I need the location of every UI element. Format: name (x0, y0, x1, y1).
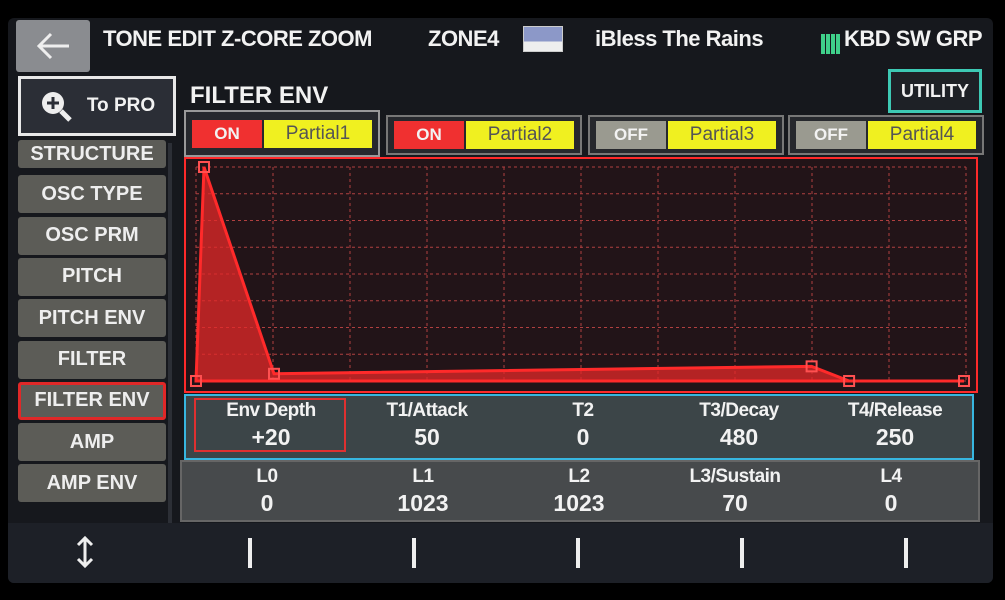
utility-button[interactable]: UTILITY (888, 69, 982, 113)
param-label: L4 (880, 466, 902, 487)
partial-switch[interactable]: ON (192, 119, 262, 148)
partial-switch[interactable]: ON (394, 121, 464, 149)
envelope-point-5[interactable] (958, 375, 970, 387)
param-l0[interactable]: L0 0 (192, 466, 342, 517)
screen-title: TONE EDIT Z-CORE ZOOM (103, 26, 372, 51)
param-value: +20 (251, 424, 291, 450)
envelope-point-2[interactable] (268, 367, 280, 380)
zone-label: ZONE4 (428, 26, 499, 51)
param-value: 0 (884, 490, 898, 516)
param-value: 480 (719, 424, 759, 450)
param-t2[interactable]: T2 0 (508, 400, 658, 451)
partial-name[interactable]: Partial4 (868, 121, 976, 149)
sidebar-item-osc-type[interactable]: OSC TYPE (18, 175, 166, 214)
sidebar-item-amp-env[interactable]: AMP ENV (18, 464, 166, 503)
param-value: 0 (576, 424, 590, 450)
param-t1-attack[interactable]: T1/Attack 50 (352, 400, 502, 451)
partial-tab-2[interactable]: ON Partial2 (386, 115, 582, 155)
param-l4[interactable]: L4 0 (816, 466, 966, 517)
envelope-point-4[interactable] (843, 375, 856, 387)
envelope-graph[interactable] (184, 157, 978, 393)
sidebar-scrollbar[interactable] (168, 143, 172, 523)
partial-switch[interactable]: OFF (596, 121, 666, 149)
up-down-arrow-icon[interactable] (74, 535, 96, 569)
param-value: 1023 (397, 490, 449, 516)
param-value: 0 (260, 490, 274, 516)
params-level-row: L0 0 L1 1023 L2 1023 L3/Sustain 70 L4 0 (180, 460, 980, 522)
arrow-left-icon (36, 32, 69, 60)
knob-indicator-5[interactable] (904, 538, 908, 568)
partial-switch[interactable]: OFF (796, 121, 866, 149)
param-env-depth[interactable]: Env Depth +20 (196, 400, 346, 451)
envelope-shape (194, 166, 964, 383)
params-time-row: Env Depth +20 T1/Attack 50 T2 0 T3/Decay 480 T4/… (184, 394, 974, 460)
param-t4-release[interactable]: T4/Release 250 (820, 400, 970, 451)
param-value: 1023 (553, 490, 605, 516)
knob-indicator-2[interactable] (412, 538, 416, 568)
bottom-knob-bar (8, 523, 993, 583)
envelope-point-0[interactable] (190, 375, 202, 387)
sidebar-item-filter[interactable]: FILTER (18, 340, 166, 379)
param-value: 50 (414, 424, 440, 450)
sidebar-item-osc-prm[interactable]: OSC PRM (18, 216, 166, 255)
sidebar-item-filter-env[interactable]: FILTER ENV (18, 381, 166, 420)
partial-name[interactable]: Partial1 (264, 119, 372, 148)
zoom-plus-icon (41, 92, 72, 122)
kbd-sw-label[interactable]: KBD SW GRP (844, 26, 983, 51)
knob-indicator-4[interactable] (740, 538, 744, 568)
page-title: FILTER ENV (190, 82, 329, 109)
partial-tab-3[interactable]: OFF Partial3 (588, 115, 784, 155)
param-value: 70 (722, 490, 748, 516)
param-label: L0 (256, 466, 278, 487)
tone-name[interactable]: iBless The Rains (595, 26, 764, 51)
param-label: L3/Sustain (689, 466, 781, 487)
param-label: T3/Decay (699, 400, 779, 421)
kbd-grid-icon (821, 34, 841, 54)
param-t3-decay[interactable]: T3/Decay 480 (664, 400, 814, 451)
param-label: Env Depth (226, 400, 316, 421)
knob-indicator-1[interactable] (248, 538, 252, 568)
back-button[interactable] (16, 20, 90, 72)
param-l2[interactable]: L2 1023 (504, 466, 654, 517)
sidebar-item-pitch-env[interactable]: PITCH ENV (18, 299, 166, 338)
param-label: T1/Attack (386, 400, 468, 421)
sidebar-item-amp[interactable]: AMP (18, 423, 166, 462)
sidebar-item-structure[interactable]: STRUCTURE (18, 140, 166, 168)
knob-indicator-3[interactable] (576, 538, 580, 568)
partial-tab-1[interactable]: ON Partial1 (184, 110, 380, 157)
screen: TONE EDIT Z-CORE ZOOM ZONE4 iBless The R… (8, 18, 993, 583)
partial-name[interactable]: Partial3 (668, 121, 776, 149)
to-pro-button[interactable]: To PRO (18, 76, 176, 136)
param-label: T4/Release (847, 400, 943, 421)
envelope-point-1[interactable] (198, 161, 210, 173)
envelope-point-3[interactable] (805, 360, 818, 373)
param-value: 250 (875, 424, 915, 450)
param-label: L1 (412, 466, 434, 487)
sidebar-item-pitch[interactable]: PITCH (18, 257, 166, 296)
param-l3-sustain[interactable]: L3/Sustain 70 (660, 466, 810, 517)
param-label: L2 (568, 466, 590, 487)
param-label: T2 (572, 400, 594, 421)
selected-param-frame (194, 398, 346, 452)
zone-keyboard-icon (523, 26, 563, 52)
partial-name[interactable]: Partial2 (466, 121, 574, 149)
partial-tab-4[interactable]: OFF Partial4 (788, 115, 984, 155)
param-l1[interactable]: L1 1023 (348, 466, 498, 517)
to-pro-label: To PRO (86, 95, 156, 116)
